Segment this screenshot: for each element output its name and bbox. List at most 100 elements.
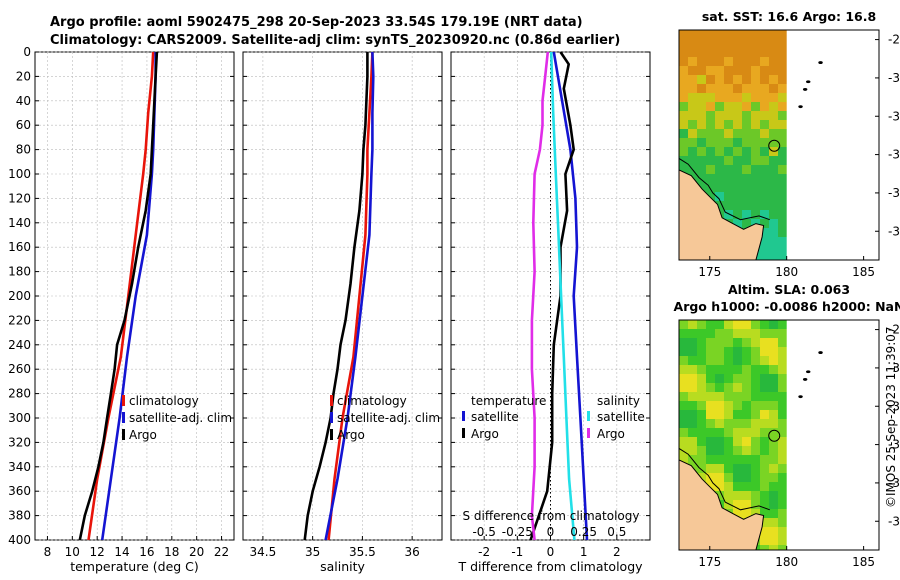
y-tick-label: 400 [8, 533, 31, 547]
y-tick-label: 360 [8, 484, 31, 498]
x-tick-label: 8 [44, 545, 52, 559]
map-cell [715, 30, 724, 39]
map-cell [778, 383, 787, 392]
map-cell [742, 365, 751, 374]
map-cell [733, 93, 742, 102]
x-tick-label: 2 [613, 545, 621, 559]
map-cell [733, 210, 742, 219]
map-cell [751, 48, 760, 57]
map-cell [778, 93, 787, 102]
map-x-tick-label: 175 [698, 265, 721, 279]
x-tick-label: 18 [164, 545, 179, 559]
map-y-tick-label: -30 [888, 71, 900, 85]
map-cell [715, 138, 724, 147]
map-cell [724, 401, 733, 410]
map-cell [724, 210, 733, 219]
map-cell [706, 93, 715, 102]
map-cell [706, 192, 715, 201]
map-cell [742, 30, 751, 39]
map-cell [778, 320, 787, 329]
map-cell [706, 165, 715, 174]
map-cell [733, 219, 742, 228]
map-cell [715, 201, 724, 210]
map-cell [706, 347, 715, 356]
map-cell [760, 392, 769, 401]
map-cell [715, 111, 724, 120]
map-cell [760, 491, 769, 500]
map-cell [751, 374, 760, 383]
map-cell [778, 228, 787, 237]
map-cell [760, 428, 769, 437]
legend-swatch-t-satellite [462, 411, 465, 421]
map-title-sla_map: Altim. SLA: 0.063 [728, 282, 850, 297]
map-cell [769, 500, 778, 509]
map-cell [778, 419, 787, 428]
map-cell [715, 410, 724, 419]
map-cell [706, 464, 715, 473]
map-cell [679, 392, 688, 401]
map-sla_map [678, 319, 880, 551]
map-cell [760, 545, 769, 550]
map-cell [751, 75, 760, 84]
map-cell [760, 66, 769, 75]
map-cell [706, 374, 715, 383]
map-cell [760, 201, 769, 210]
map-cell [724, 383, 733, 392]
map-y-tick-label: -34 [888, 148, 900, 162]
map-cell [715, 374, 724, 383]
map-cell [679, 48, 688, 57]
map-cell [742, 201, 751, 210]
map-cell [733, 374, 742, 383]
map-cell [778, 536, 787, 545]
map-cell [769, 102, 778, 111]
map-cell [733, 147, 742, 156]
map-cell [733, 356, 742, 365]
map-cell [706, 183, 715, 192]
map-cell [733, 509, 742, 518]
map-cell [778, 129, 787, 138]
map-cell [715, 75, 724, 84]
secondary-tick-label: 0.25 [570, 525, 597, 539]
map-cell [679, 84, 688, 93]
map-cell [778, 545, 787, 550]
map-cell [706, 410, 715, 419]
map-cell [751, 437, 760, 446]
map-cell [697, 30, 706, 39]
map-cell [751, 464, 760, 473]
map-cell [724, 320, 733, 329]
map-cell [715, 446, 724, 455]
map-cell [679, 66, 688, 75]
x-axis-label-temperature: temperature (deg C) [70, 559, 199, 574]
map-cell [697, 428, 706, 437]
map-cell [715, 183, 724, 192]
map-cell [679, 111, 688, 120]
legend-swatch-s-satellite [587, 411, 590, 421]
map-cell [679, 374, 688, 383]
map-cell [724, 338, 733, 347]
legend-swatch [330, 412, 333, 423]
secondary-axis-label: S difference from climatology [463, 509, 640, 523]
map-cell [706, 75, 715, 84]
map-cell [778, 57, 787, 66]
map-cell [760, 48, 769, 57]
map-cell [760, 138, 769, 147]
map-cell [769, 491, 778, 500]
x-tick-label: 16 [139, 545, 154, 559]
map-cell [679, 102, 688, 111]
island [802, 88, 808, 91]
map-cell [742, 392, 751, 401]
map-cell [697, 93, 706, 102]
map-cell [751, 455, 760, 464]
map-cell [715, 192, 724, 201]
y-tick-label: 80 [16, 143, 31, 157]
map-cell [742, 401, 751, 410]
legend-t-satellite-label: satellite [471, 410, 519, 424]
map-cell [688, 437, 697, 446]
x-tick-label: 14 [114, 545, 129, 559]
map-cell [778, 246, 787, 255]
watermark-text: ©IMOS 25-Sep-2023 11:39:07 [884, 326, 898, 508]
map-cell [706, 320, 715, 329]
y-tick-label: 180 [8, 265, 31, 279]
map-cell [688, 129, 697, 138]
map-cell [733, 39, 742, 48]
